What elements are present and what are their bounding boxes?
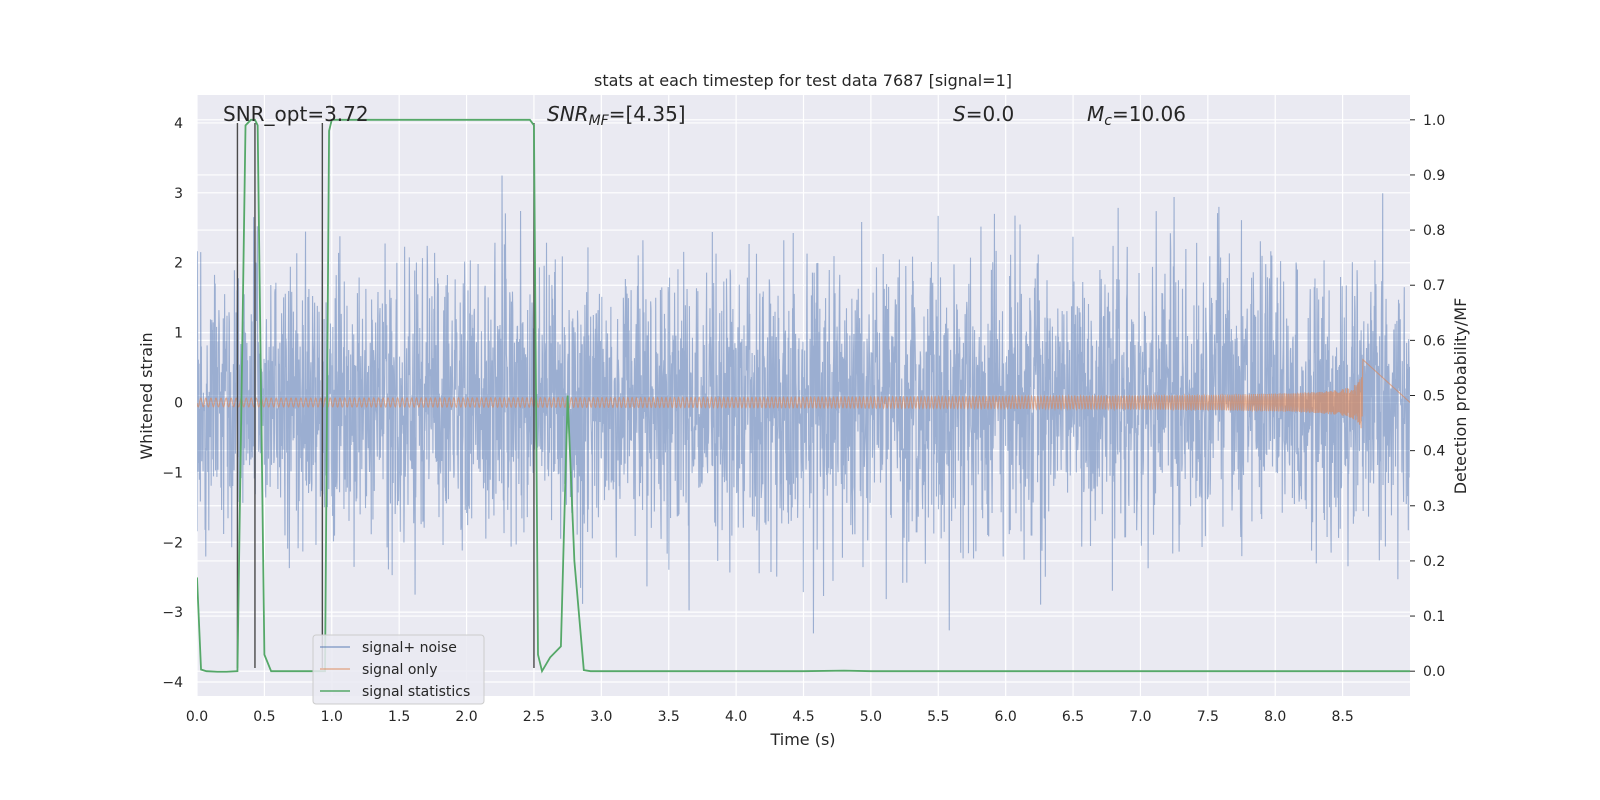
x-tick-label: 8.0	[1264, 709, 1286, 725]
x-tick-label: 5.0	[860, 709, 882, 725]
y2-tick-label: 0.3	[1423, 499, 1445, 515]
legend: signal+ noise signal only signal statist…	[312, 634, 485, 705]
y2-axis-ticks: 0.0 0.1 0.2 0.3 0.4 0.5 0.6 0.7 0.8 0.9 1.0	[1410, 113, 1445, 680]
legend-label-signal-noise: signal+ noise	[362, 640, 457, 656]
y-tick-label: 2	[174, 256, 183, 272]
series-signal-statistics	[197, 118, 1410, 674]
mc-sub: c	[1104, 113, 1112, 129]
mc-value: =10.06	[1112, 102, 1186, 126]
y2-tick-label: 0.8	[1423, 223, 1445, 239]
s-main: S	[953, 102, 966, 126]
x-tick-label: 3.0	[590, 709, 612, 725]
legend-label-signal-only: signal only	[362, 662, 437, 678]
x-tick-label: 6.5	[1062, 709, 1084, 725]
legend-box	[312, 634, 485, 705]
x-tick-label: 2.5	[523, 709, 545, 725]
annotation-snr-opt: SNR_opt=3.72	[223, 102, 369, 126]
y2-tick-label: 0.0	[1423, 664, 1445, 680]
y2-tick-label: 0.4	[1423, 444, 1445, 460]
chart-title: stats at each timestep for test data 768…	[594, 71, 1012, 90]
x-axis-ticks: 0.0 0.5 1.0 1.5 2.0 2.5 3.0 3.5 4.0 4.5 5.0 5.5 6.0 6…	[186, 709, 1354, 725]
snr-mf-sub: MF	[589, 113, 610, 129]
y-tick-label: −3	[162, 605, 183, 621]
y2-tick-label: 0.1	[1423, 609, 1445, 625]
x-axis-label: Time (s)	[769, 730, 835, 749]
x-tick-label: 1.5	[388, 709, 410, 725]
y-tick-label: −2	[162, 535, 183, 551]
x-tick-label: 5.5	[927, 709, 949, 725]
y-tick-label: 4	[174, 116, 183, 132]
x-tick-label: 6.0	[995, 709, 1017, 725]
x-tick-label: 0.5	[253, 709, 275, 725]
series-signal-only	[197, 358, 1410, 429]
y-tick-label: −1	[162, 465, 183, 481]
annotation-s: S=0.0	[953, 102, 1014, 126]
x-tick-label: 8.5	[1331, 709, 1353, 725]
x-tick-label: 4.0	[725, 709, 747, 725]
y-tick-label: 0	[174, 395, 183, 411]
signal-only-line	[197, 358, 1410, 429]
x-tick-label: 7.5	[1197, 709, 1219, 725]
x-tick-label: 2.0	[455, 709, 477, 725]
y2-tick-label: 0.7	[1423, 278, 1445, 294]
annotation-mc: Mc=10.06	[1087, 102, 1186, 129]
y2-tick-label: 0.5	[1423, 389, 1445, 405]
y-tick-label: 3	[174, 186, 183, 202]
y-axis-label: Whitened strain	[137, 332, 156, 459]
y-tick-label: −4	[162, 675, 183, 691]
signal-statistics-line	[197, 118, 1410, 674]
y2-axis-label: Detection probability/MF	[1451, 298, 1470, 495]
legend-label-signal-statistics: signal statistics	[362, 684, 470, 700]
series-signal-noise	[197, 175, 1410, 634]
y-axis-ticks: −4 −3 −2 −1 0 1 2 3 4	[162, 116, 183, 691]
y2-tick-label: 0.6	[1423, 333, 1445, 349]
y-tick-label: 1	[174, 326, 183, 342]
y2-tick-label: 0.2	[1423, 554, 1445, 570]
x-tick-label: 7.0	[1129, 709, 1151, 725]
x-tick-label: 1.0	[321, 709, 343, 725]
x-tick-label: 4.5	[792, 709, 814, 725]
y2-tick-label: 1.0	[1423, 113, 1445, 129]
signal-noise-line	[197, 175, 1410, 634]
x-tick-label: 3.5	[658, 709, 680, 725]
y2-tick-label: 0.9	[1423, 168, 1445, 184]
snr-mf-value: =[4.35]	[609, 102, 686, 126]
x-tick-label: 0.0	[186, 709, 208, 725]
s-value: =0.0	[966, 102, 1015, 126]
mc-main: M	[1087, 102, 1104, 126]
snr-mf-main: SNR	[547, 102, 589, 126]
annotation-snr-mf: SNRMF=[4.35]	[547, 102, 686, 129]
